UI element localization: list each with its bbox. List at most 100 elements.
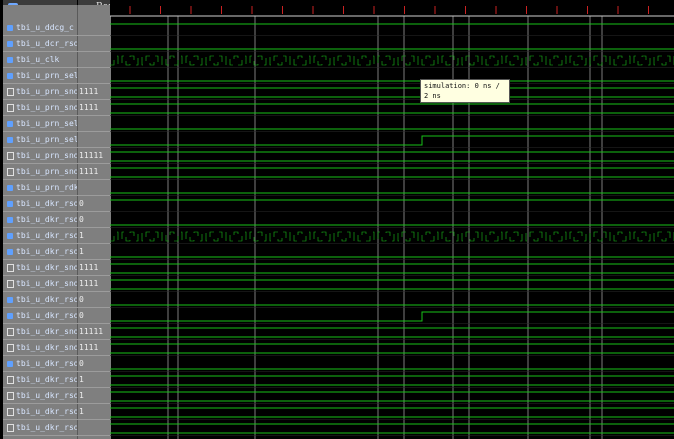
signal-name: tbi_u_dkr_rsd_10: [7, 406, 77, 418]
signal-name: tbi_u_prn_sel: [7, 70, 77, 82]
row-divider: [3, 83, 110, 84]
bus-signal-icon: [7, 279, 14, 288]
signal-row[interactable]: tbi_u_prn_rdk_e: [3, 180, 110, 196]
bus-signal-icon: [7, 423, 14, 432]
signal-name-label: tbi_u_prn_sel: [16, 71, 77, 80]
signal-row[interactable]: tbi_u_ddcg_c: [3, 20, 110, 36]
signal-value: [79, 70, 109, 82]
signal-row[interactable]: tbi_u_dkr_rsd_60: [3, 308, 110, 324]
bit-signal-icon: [7, 200, 13, 207]
signal-name-label: tbi_u_dkr_rsd_4: [16, 247, 77, 256]
row-divider: [3, 115, 110, 116]
signal-row[interactable]: tbi_u_dkr_rsd_101: [3, 404, 110, 420]
row-divider: [3, 371, 110, 372]
signal-value: 11111: [79, 151, 104, 160]
bit-signal-icon: [7, 72, 13, 79]
signal-name: tbi_u_dkr_rsd_11: [7, 422, 77, 434]
bus-signal-icon: [7, 167, 14, 176]
bit-signal-icon: [7, 136, 13, 143]
signal-value: 11111: [79, 327, 104, 336]
bit-signal-icon: [7, 248, 13, 255]
signal-row[interactable]: tbi_u_dkr_snd_311111: [3, 324, 110, 340]
signal-name-label: tbi_u_dkr_rsd_3: [16, 231, 77, 240]
bus-signal-icon: [7, 343, 14, 352]
signal-name: tbi_u_dkr_snd_1: [7, 262, 77, 274]
signal-name-label: tbi_u_prn_rdk_e: [16, 183, 77, 192]
signal-row[interactable]: tbi_u_prn_sel_d: [3, 132, 110, 148]
signal-value: 0: [79, 215, 84, 224]
signal-name-label: tbi_u_dkr_rsd_1: [16, 199, 77, 208]
signal-name: tbi_u_dkr_snd_2: [7, 278, 77, 290]
signal-name-label: tbi_u_prn_snd_2: [16, 103, 77, 112]
signal-value-panel: [77, 5, 111, 439]
bit-signal-icon: [7, 24, 13, 31]
signal-value: 1: [79, 391, 84, 400]
signal-row[interactable]: tbi_u_dkr_rsd_91: [3, 388, 110, 404]
waveform-canvas[interactable]: [110, 0, 674, 439]
signal-row[interactable]: tbi_u_prn_snd_311111: [3, 148, 110, 164]
signal-row[interactable]: tbi_u_prn_snd_21111: [3, 100, 110, 116]
signal-value: [79, 134, 109, 146]
row-divider: [3, 67, 110, 68]
row-divider: [3, 211, 110, 212]
bit-signal-icon: [7, 40, 13, 47]
bus-signal-icon: [7, 407, 14, 416]
signal-name: tbi_u_ddcg_c: [7, 22, 77, 34]
signal-name-label: tbi_u_dkr_snd_3: [16, 327, 77, 336]
bit-signal-icon: [7, 120, 13, 127]
signal-name-label: tbi_u_prn_snd_4: [16, 167, 77, 176]
signal-name-label: tbi_u_dcr_rsdk: [16, 39, 77, 48]
signal-row[interactable]: tbi_u_dkr_snd_41111: [3, 340, 110, 356]
signal-name: tbi_u_dkr_snd_3: [7, 326, 77, 338]
signal-name: tbi_u_dcr_rsdk: [7, 38, 77, 50]
signal-name-label: tbi_u_dkr_snd_4: [16, 343, 77, 352]
wave-clock: [110, 231, 674, 242]
row-divider: [3, 163, 110, 164]
signal-name-label: tbi_u_dkr_snd_1: [16, 263, 77, 272]
signal-row[interactable]: tbi_u_dcr_rsdk: [3, 36, 110, 52]
signal-name: tbi_u_dkr_rsd_8: [7, 374, 77, 386]
signal-row[interactable]: tbi_u_dkr_rsd_70: [3, 356, 110, 372]
signal-row[interactable]: tbi_u_prn_snd_11111: [3, 84, 110, 100]
signal-name: tbi_u_dkr_rsd_9: [7, 390, 77, 402]
row-divider: [3, 339, 110, 340]
signal-name: tbi_u_clk: [7, 54, 77, 66]
wave-step: [110, 135, 674, 146]
row-divider: [3, 227, 110, 228]
signal-row[interactable]: tbi_u_prn_sel: [3, 68, 110, 84]
signal-row[interactable]: tbi_u_dkr_rsd_10: [3, 196, 110, 212]
signal-row[interactable]: tbi_u_clk: [3, 52, 110, 68]
signal-row[interactable]: tbi_u_prn_snd_41111: [3, 164, 110, 180]
wave-step: [110, 311, 674, 322]
signal-name: tbi_u_dkr_rsd_3: [7, 230, 77, 242]
bus-signal-icon: [7, 87, 14, 96]
signal-name-label: tbi_u_dkr_rsd_6: [16, 311, 77, 320]
signal-row[interactable]: tbi_u_dkr_rsd_41: [3, 244, 110, 260]
signal-row[interactable]: tbi_u_prn_sel_c: [3, 116, 110, 132]
signal-name-label: tbi_u_dkr_rsd_11: [16, 423, 77, 432]
signal-row[interactable]: tbi_u_dkr_rsd_11: [3, 420, 110, 436]
signal-row[interactable]: tbi_u_dkr_rsd_81: [3, 372, 110, 388]
signal-value: 1111: [79, 103, 99, 112]
signal-name: tbi_u_dkr_rsd_4: [7, 246, 77, 258]
bit-signal-icon: [7, 216, 13, 223]
signal-row[interactable]: tbi_u_dkr_rsd_50: [3, 292, 110, 308]
signal-name-label: tbi_u_dkr_rsd_5: [16, 295, 77, 304]
signal-value: 0: [79, 311, 84, 320]
signal-row[interactable]: tbi_u_dkr_rsd_20: [3, 212, 110, 228]
bit-signal-icon: [7, 232, 13, 239]
tooltip-text: simulation: 0 ns / 2 ns: [424, 82, 500, 100]
row-divider: [3, 51, 110, 52]
row-divider: [3, 147, 110, 148]
signal-name: tbi_u_prn_snd_3: [7, 150, 77, 162]
waveform-area[interactable]: [110, 0, 674, 439]
bit-signal-icon: [7, 360, 13, 367]
bus-signal-icon: [7, 391, 14, 400]
signal-value: 0: [79, 295, 84, 304]
signal-name: tbi_u_dkr_rsd_7: [7, 358, 77, 370]
row-divider: [3, 419, 110, 420]
signal-row[interactable]: tbi_u_dkr_snd_21111: [3, 276, 110, 292]
signal-row[interactable]: tbi_u_dkr_rsd_31: [3, 228, 110, 244]
signal-row[interactable]: tbi_u_dkr_snd_11111: [3, 260, 110, 276]
